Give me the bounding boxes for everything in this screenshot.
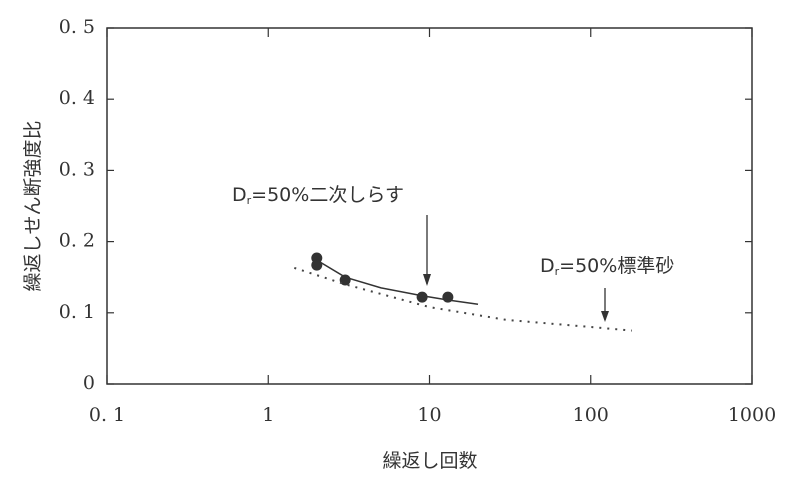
annotation: Dr=50%標準砂 xyxy=(540,255,674,279)
x-tick-label: 1000 xyxy=(728,404,776,426)
annotation-sub: r xyxy=(555,265,560,278)
x-tick-label: 10 xyxy=(417,404,441,426)
y-tick-label: 0. 5 xyxy=(59,16,95,38)
plot-frame xyxy=(106,27,753,385)
y-tick-label: 0. 1 xyxy=(59,301,95,323)
arrow-head xyxy=(423,274,431,286)
y-tick-label: 0 xyxy=(83,372,95,394)
annotation-rest: =50%標準砂 xyxy=(559,255,674,277)
y-axis-label: 繰返しせん断強度比 xyxy=(22,120,44,291)
arrow-head xyxy=(601,311,609,322)
y-tick-label: 0. 4 xyxy=(59,87,95,109)
fit-line xyxy=(316,259,479,306)
annotation-sub: r xyxy=(247,194,252,207)
annotation-rest: =50%二次しらす xyxy=(251,184,404,206)
x-tick-label: 0. 1 xyxy=(89,404,125,426)
y-tick-label: 0. 2 xyxy=(59,230,95,252)
annotation-main: D xyxy=(540,255,555,277)
data-point xyxy=(311,259,323,271)
annotation-main: D xyxy=(232,184,247,206)
x-tick-label: 1 xyxy=(262,404,274,426)
y-tick-label: 0. 3 xyxy=(59,158,95,180)
annotation: Dr=50%二次しらす xyxy=(232,184,404,208)
data-point xyxy=(416,291,428,303)
x-tick-label: 100 xyxy=(573,404,609,426)
x-axis-label: 繰返し回数 xyxy=(382,450,477,472)
